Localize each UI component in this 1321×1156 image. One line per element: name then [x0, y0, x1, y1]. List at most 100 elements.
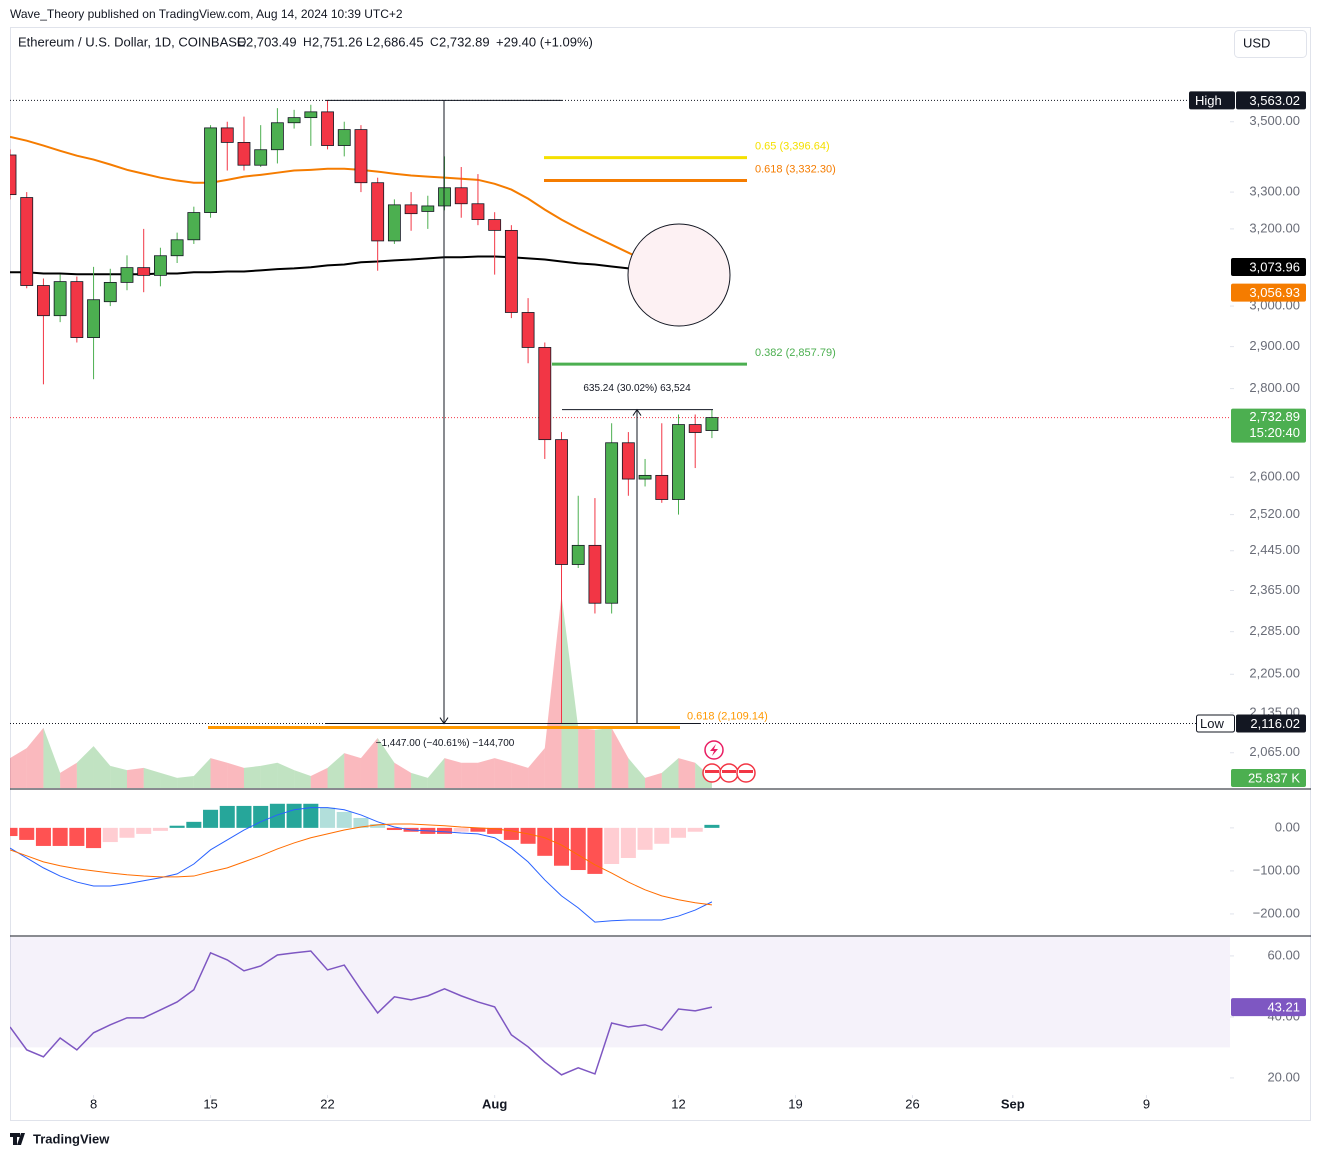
volume-area — [360, 738, 378, 788]
candle-body — [588, 544, 602, 604]
macd-histogram — [320, 807, 336, 828]
y-tick-label: 2,600.00 — [1249, 469, 1300, 484]
x-tick-label: Aug — [482, 1096, 507, 1111]
candle-body — [621, 442, 635, 480]
volume-area — [327, 753, 345, 788]
candle-body — [454, 187, 468, 205]
currency-label[interactable]: USD — [1243, 35, 1270, 50]
macd-histogram — [52, 827, 68, 846]
volume-area — [193, 758, 211, 788]
axes: 3,500.003,300.003,200.003,000.002,900.00… — [90, 91, 1306, 1111]
volume-area — [76, 746, 94, 788]
macd-histogram — [687, 827, 703, 832]
legend-value: 2,703.49 — [246, 34, 297, 49]
candle-body — [120, 267, 134, 283]
candle-body — [504, 229, 518, 313]
event-flag — [722, 770, 736, 773]
event-icon — [710, 744, 718, 756]
y-tick-label: 60.00 — [1267, 947, 1300, 962]
candle-body — [204, 127, 217, 213]
fib-label: 0.618 (2,109.14) — [687, 710, 768, 722]
candle-body — [471, 203, 485, 220]
price-badge-label: 25.837 K — [1248, 770, 1300, 785]
candle-body — [254, 149, 268, 166]
fib-label: 0.65 (3,396.64) — [755, 140, 830, 152]
volume-area — [160, 772, 178, 788]
volume-area — [126, 767, 144, 788]
candle-body — [387, 204, 401, 242]
price-badge — [1231, 768, 1306, 787]
candle-body — [270, 122, 284, 151]
y-tick-label: 2,800.00 — [1249, 380, 1300, 395]
y-tick-label: 2,900.00 — [1249, 338, 1300, 353]
macd-histogram — [269, 803, 285, 828]
x-tick-label: 26 — [905, 1096, 919, 1111]
candle-body — [187, 212, 201, 241]
macd-histogram — [186, 821, 202, 828]
volume-area — [411, 772, 428, 788]
x-tick-label: 9 — [1143, 1096, 1150, 1111]
candle-body — [170, 239, 184, 257]
candle-body — [354, 129, 368, 184]
volume-area — [544, 595, 562, 788]
volume-area — [611, 727, 629, 788]
candle-body — [538, 347, 552, 441]
legend-change: +29.40 (+1.09%) — [496, 34, 593, 49]
volume-area — [594, 727, 612, 788]
macd-histogram — [253, 805, 269, 828]
macd-histogram — [219, 805, 235, 828]
candle-body — [337, 129, 351, 146]
macd-histogram — [553, 827, 570, 866]
currency-button[interactable] — [1234, 30, 1307, 58]
volume-area — [494, 758, 512, 788]
volume-area — [43, 727, 61, 788]
candle-body — [304, 111, 318, 119]
volume-area — [578, 727, 595, 788]
volume-area — [60, 762, 77, 788]
price-badge — [1231, 283, 1306, 302]
y-tick-label: 3,300.00 — [1249, 184, 1300, 199]
event-flag — [705, 770, 719, 773]
candle-body — [438, 187, 451, 207]
candle-body — [555, 439, 568, 565]
measure-label: −1,447.00 (−40.61%) −144,700 — [376, 738, 515, 749]
volume-area — [377, 738, 395, 788]
macd-line — [10, 807, 713, 923]
measure-arrow — [439, 717, 449, 725]
volume-area — [528, 748, 545, 788]
candle-body — [404, 204, 418, 215]
volume-area — [477, 758, 495, 788]
last-price-label: 2,732.89 — [1249, 409, 1300, 424]
candle-body — [688, 424, 702, 433]
volume-area — [628, 758, 646, 788]
volume-area — [260, 762, 278, 788]
macd-histogram — [19, 827, 35, 840]
macd-histogram — [286, 803, 302, 828]
y-tick-label: 2,065.00 — [1249, 744, 1300, 759]
rsi-line — [10, 950, 713, 1076]
y-tick-label: 2,520.00 — [1249, 506, 1300, 521]
macd-histogram — [437, 827, 453, 834]
last-price-badge — [1231, 408, 1306, 443]
volume-area — [678, 758, 696, 788]
y-tick-label: 0.00 — [1275, 819, 1300, 834]
price-badge-label: 43.21 — [1267, 1000, 1300, 1015]
candle-body — [153, 255, 167, 276]
macd-histogram — [453, 827, 469, 832]
legend-key: O — [237, 35, 246, 49]
legend-value: 2,732.89 — [439, 34, 490, 49]
candle-body — [137, 267, 151, 276]
macd-histogram — [69, 827, 85, 846]
x-tick-label: 12 — [671, 1096, 685, 1111]
macd-histogram — [704, 824, 720, 828]
volume-area — [344, 753, 361, 788]
macd-histogram — [537, 827, 553, 856]
candle-body — [20, 197, 34, 286]
candle-body — [87, 299, 100, 338]
candle-body — [421, 205, 435, 212]
macd-histogram — [570, 827, 586, 871]
macd-histogram — [86, 827, 102, 849]
macd-histogram — [203, 809, 219, 828]
x-tick-label: 8 — [90, 1096, 97, 1111]
